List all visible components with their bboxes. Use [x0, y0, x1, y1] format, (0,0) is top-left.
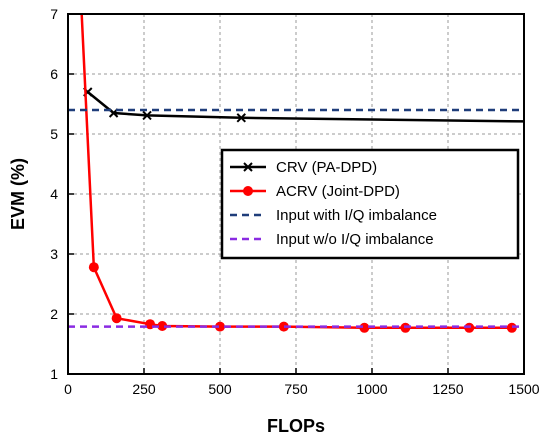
x-tick-label: 250 [132, 381, 156, 397]
legend-marker [243, 186, 253, 196]
y-tick-label: 1 [50, 366, 58, 382]
y-tick-label: 5 [50, 126, 58, 142]
axis-ticks: 0 250 500 750 1000 1250 1500 1 2 3 4 5 6 7 [50, 6, 540, 397]
legend-label: ACRV (Joint-DPD) [276, 183, 400, 200]
legend: CRV (PA-DPD) ACRV (Joint-DPD) Input with I… [220, 148, 520, 260]
y-axis-title: EVM (%) [8, 158, 28, 230]
x-tick-label: 1250 [432, 381, 463, 397]
legend-label: Input w/o I/Q imbalance [276, 231, 434, 248]
y-tick-label: 6 [50, 66, 58, 82]
series-1 [83, 87, 525, 123]
x-tick-label: 500 [208, 381, 232, 397]
legend-label: CRV (PA-DPD) [276, 159, 377, 176]
series-2-point [111, 313, 122, 324]
x-tick-label: 1500 [508, 381, 539, 397]
y-tick-label: 7 [50, 6, 58, 22]
legend-box [220, 148, 520, 260]
y-tick-label: 4 [50, 186, 58, 202]
series-1-point [142, 110, 152, 121]
series-group [68, 13, 525, 333]
series-2-point [359, 322, 370, 333]
x-tick-label: 0 [64, 381, 72, 397]
series-1-line [86, 91, 525, 123]
x-tick-label: 750 [284, 381, 308, 397]
series-2-point [506, 322, 517, 333]
x-tick-label: 1000 [356, 381, 387, 397]
y-tick-label: 3 [50, 246, 58, 262]
series-2-point [88, 262, 99, 273]
x-axis-title: FLOPs [267, 416, 325, 436]
series-2-point [278, 321, 289, 332]
y-tick-label: 2 [50, 306, 58, 322]
series-1-point [236, 113, 246, 123]
legend-label: Input with I/Q imbalance [276, 207, 437, 224]
legend-marker [243, 162, 253, 172]
series-2-point [157, 321, 168, 331]
series-2-point [215, 321, 225, 332]
